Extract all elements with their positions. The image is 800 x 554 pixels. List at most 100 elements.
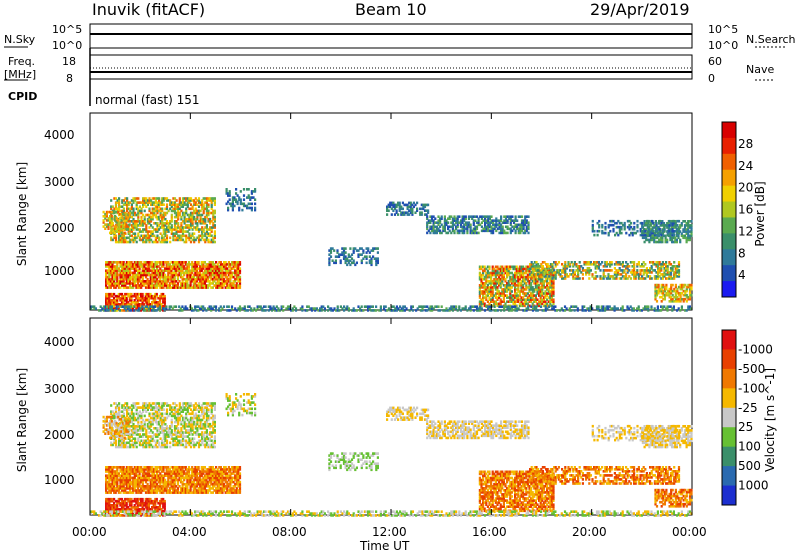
power-cell — [208, 271, 211, 275]
power-cell — [490, 275, 493, 279]
power-cell — [118, 203, 121, 206]
power-cell — [528, 298, 531, 301]
power-cell — [506, 271, 509, 275]
power-cell — [209, 222, 212, 225]
power-cell — [517, 296, 520, 299]
power-cell — [162, 215, 165, 219]
power-cell — [144, 271, 148, 275]
power-cell — [344, 261, 347, 265]
power-cell — [373, 257, 376, 260]
power-cell — [210, 203, 213, 206]
power-cell — [122, 286, 125, 289]
power-cell — [550, 300, 553, 303]
power-cell — [173, 269, 176, 272]
power-cell — [164, 261, 167, 264]
power-cell — [209, 234, 212, 238]
power-cell — [147, 294, 150, 298]
power-cell — [539, 296, 542, 299]
power-cell — [133, 273, 136, 277]
power-cell — [575, 263, 578, 266]
power-cell — [231, 204, 234, 208]
power-cell — [134, 232, 137, 235]
power-cell — [400, 205, 403, 209]
power-cell — [254, 206, 257, 210]
power-cell — [238, 275, 242, 279]
power-cell — [186, 280, 189, 283]
power-cell — [455, 217, 458, 220]
power-cell — [138, 286, 141, 289]
power-cell — [538, 275, 541, 278]
power-cell — [282, 309, 285, 312]
power-cell — [108, 280, 111, 283]
power-cell — [499, 309, 503, 312]
power-cell — [200, 263, 203, 266]
power-cell — [179, 261, 183, 264]
cpid-label: CPID — [8, 90, 38, 103]
power-cell — [485, 290, 488, 293]
power-cell — [448, 229, 451, 233]
power-cell — [549, 286, 552, 289]
power-cell — [186, 269, 189, 272]
power-cell — [375, 259, 378, 262]
power-cell — [235, 263, 238, 266]
power-cell — [437, 221, 440, 224]
power-cell — [216, 263, 219, 266]
power-cell — [232, 271, 235, 275]
power-cell — [443, 227, 446, 231]
power-cell — [515, 273, 518, 277]
power-cell — [478, 288, 481, 291]
power-cell — [517, 282, 520, 285]
power-cell — [105, 294, 108, 298]
power-cell — [197, 267, 200, 270]
power-cell — [588, 277, 591, 280]
power-cell — [485, 219, 488, 222]
power-cell — [125, 212, 128, 216]
power-cell — [212, 224, 215, 227]
power-cell — [530, 292, 533, 295]
power-cell — [159, 240, 162, 244]
power-cell — [209, 217, 212, 221]
power-cell — [535, 265, 538, 268]
power-cell — [443, 221, 446, 224]
power-cell — [533, 290, 536, 293]
power-cell — [455, 227, 458, 231]
power-cell — [158, 228, 161, 231]
power-cell — [213, 226, 216, 229]
power-cell — [445, 223, 448, 227]
power-cell — [156, 280, 159, 283]
power-cell — [488, 279, 491, 283]
power-cell — [501, 267, 504, 271]
power-cell — [510, 294, 513, 297]
power-cell — [461, 219, 464, 222]
power-cell — [459, 225, 463, 229]
power-cell — [102, 219, 105, 222]
power-cell — [512, 225, 516, 229]
power-cell — [152, 296, 155, 300]
power-cell — [117, 267, 120, 270]
power-cell — [115, 227, 118, 230]
power-cell — [135, 261, 138, 264]
power-cell — [432, 219, 435, 222]
power-cell — [218, 280, 221, 283]
power-cell — [483, 269, 486, 273]
power-cell — [151, 284, 154, 287]
power-cell — [230, 275, 234, 279]
power-cell — [254, 208, 257, 212]
power-cell — [502, 298, 505, 301]
power-cell — [329, 255, 333, 258]
power-cell — [175, 220, 178, 223]
power-cell — [346, 259, 349, 262]
power-cell — [484, 217, 487, 220]
power-cell — [195, 267, 199, 270]
power-cell — [130, 292, 133, 296]
power-cell — [157, 269, 160, 272]
power-cell — [137, 201, 140, 204]
power-cell — [104, 212, 107, 216]
power-cell — [175, 230, 178, 233]
power-cell — [502, 273, 505, 277]
power-cell — [185, 220, 188, 223]
power-cell — [148, 269, 151, 272]
power-cell — [158, 224, 161, 227]
power-cell — [203, 265, 206, 268]
power-cell — [540, 273, 543, 276]
